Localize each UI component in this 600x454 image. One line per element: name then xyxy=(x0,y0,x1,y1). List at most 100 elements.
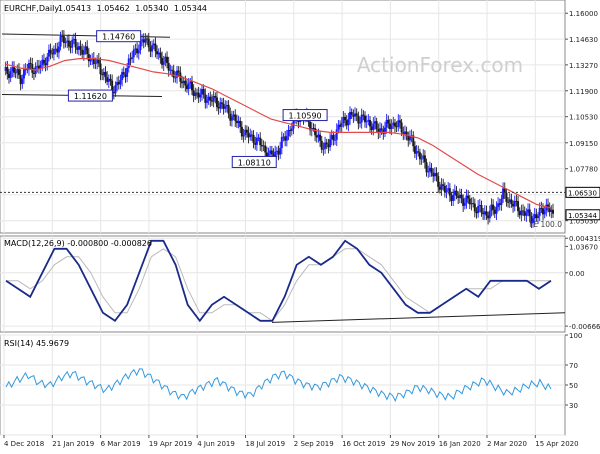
x-tick-label: 4 Jun 2019 xyxy=(197,440,235,448)
candle-body xyxy=(508,199,511,203)
candle-body xyxy=(192,90,195,96)
candle-body xyxy=(37,65,40,69)
candle-body xyxy=(468,198,471,205)
candle-body xyxy=(417,151,420,153)
candle-body xyxy=(16,69,19,73)
candle-body xyxy=(39,65,42,69)
candle-body xyxy=(129,58,132,60)
candle-body xyxy=(418,152,421,160)
candle-body xyxy=(375,121,378,130)
candle-body xyxy=(81,49,84,55)
candle-body xyxy=(62,36,65,44)
candle-body xyxy=(407,135,410,141)
candle-body xyxy=(530,216,533,223)
candle-body xyxy=(550,209,553,213)
candle-body xyxy=(339,124,342,127)
candle-body xyxy=(111,80,114,93)
annotation-label: 1.11620 xyxy=(74,92,107,101)
candle-body xyxy=(137,50,140,54)
candle-body xyxy=(500,198,503,205)
candle-body xyxy=(533,214,536,219)
candle-body xyxy=(242,135,245,137)
candle-body xyxy=(522,210,525,212)
candle-body xyxy=(252,135,255,143)
candle-body xyxy=(478,205,481,207)
candle-body xyxy=(518,211,521,216)
candle-body xyxy=(277,150,280,155)
candle-body xyxy=(260,145,263,147)
candle-body xyxy=(290,128,293,132)
price-tags: 1.06530 1.05344 xyxy=(565,186,600,221)
candle-body xyxy=(275,150,278,152)
candle-body xyxy=(344,116,347,121)
price-tick-label: 1.14630 xyxy=(569,36,598,44)
x-tick-label: 19 Apr 2019 xyxy=(149,440,192,448)
candle-body xyxy=(349,112,352,120)
annotation-label: 1.14760 xyxy=(102,33,135,42)
candle-body xyxy=(472,203,475,204)
candle-body xyxy=(285,136,288,141)
candle-body xyxy=(102,71,105,76)
candle-body xyxy=(257,137,260,139)
candle-body xyxy=(235,120,238,124)
candle-body xyxy=(61,36,64,37)
candle-body xyxy=(24,69,27,71)
candle-body xyxy=(7,73,10,78)
candle-body xyxy=(475,211,478,214)
candle-body xyxy=(124,74,127,77)
candle-body xyxy=(227,104,230,114)
candle-body xyxy=(12,67,15,73)
candle-body xyxy=(387,119,390,124)
candle-body xyxy=(64,41,67,44)
candle-body xyxy=(82,50,85,55)
candle-body xyxy=(190,81,193,91)
annotation-label: 1.10590 xyxy=(289,112,322,121)
candle-body xyxy=(42,59,45,64)
candle-body xyxy=(181,81,184,84)
candle-body xyxy=(84,46,87,51)
candle-body xyxy=(134,48,137,50)
candle-body xyxy=(99,63,102,75)
resistance-trendline xyxy=(1,33,171,38)
candle-body xyxy=(94,63,97,64)
candle-body xyxy=(225,104,228,107)
candle-body xyxy=(515,200,518,202)
candle-body xyxy=(202,89,205,95)
candle-body xyxy=(457,195,460,198)
candle-body xyxy=(284,136,287,141)
candle-body xyxy=(76,47,79,50)
candle-body xyxy=(445,190,448,193)
candle-body xyxy=(166,56,169,64)
candle-body xyxy=(324,142,327,149)
candle-body xyxy=(32,72,35,74)
candle-body xyxy=(154,43,157,52)
candle-body xyxy=(142,39,145,43)
candle-body xyxy=(51,53,54,55)
candle-body xyxy=(245,129,248,133)
candle-body xyxy=(279,148,282,155)
candle-body xyxy=(86,46,89,55)
candle-body xyxy=(209,96,212,101)
candle-body xyxy=(535,214,538,219)
candle-body xyxy=(96,58,99,64)
candle-body xyxy=(117,82,120,85)
macd-tick-label: 0.00 xyxy=(569,270,585,278)
candle-body xyxy=(92,58,95,64)
candle-body xyxy=(119,80,122,85)
candle-body xyxy=(397,120,400,127)
candle-body xyxy=(408,136,411,141)
candle-body xyxy=(435,173,438,177)
candle-body xyxy=(517,201,520,212)
fe-label: FE 100.0 xyxy=(529,220,562,229)
candle-body xyxy=(19,75,22,85)
candle-body xyxy=(139,40,142,51)
candle-body xyxy=(507,202,510,203)
candle-body xyxy=(97,58,100,64)
candle-body xyxy=(312,128,315,129)
candle-body xyxy=(542,208,545,215)
price-tag-box xyxy=(565,209,600,221)
candle-body xyxy=(244,129,247,136)
candle-body xyxy=(433,173,436,177)
candle-body xyxy=(458,194,461,198)
candle-body xyxy=(151,45,154,52)
